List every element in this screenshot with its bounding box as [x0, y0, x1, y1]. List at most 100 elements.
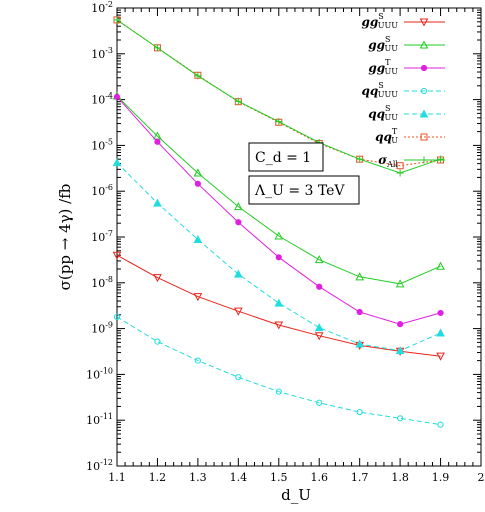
data-point: [274, 231, 284, 240]
data-point: [355, 272, 365, 281]
legend-marker: [420, 64, 428, 72]
data-point: [112, 158, 122, 167]
series-qq-s-uuu: [113, 313, 444, 428]
data-point: [314, 323, 324, 332]
data-point: [355, 339, 365, 348]
y-tick-label: 10-3: [91, 46, 113, 61]
x-axis-title: d_U: [281, 486, 311, 504]
annotation-box-2: Λ_U = 3 TeV: [248, 175, 360, 205]
legend-label: qqS UUU: [362, 81, 399, 99]
data-point: [316, 283, 323, 290]
data-point: [153, 44, 161, 52]
legend-label: ggS UUU: [362, 12, 399, 30]
data-point: [437, 421, 444, 428]
data-point: [396, 169, 404, 177]
x-tick-label: 1.9: [432, 471, 450, 484]
data-point: [395, 279, 405, 288]
data-point: [193, 234, 203, 244]
legend-entry-qq-s-uuu: qqS UUU: [362, 81, 445, 99]
data-point: [194, 180, 201, 187]
data-point: [233, 269, 243, 278]
y-tick-label: 10-10: [86, 366, 113, 381]
data-point: [153, 274, 162, 283]
data-point: [436, 261, 445, 270]
data-point: [193, 293, 203, 302]
series-sigma-all: [113, 16, 445, 177]
data-point: [436, 328, 445, 337]
plot-frame: [116, 7, 482, 467]
data-point: [437, 309, 444, 317]
data-point: [113, 16, 121, 24]
series-qq-s-uu: [112, 158, 445, 355]
y-tick-label: 10-4: [91, 92, 113, 107]
data-point: [314, 332, 324, 341]
data-point: [437, 155, 445, 163]
series-line: [116, 162, 441, 352]
data-point: [274, 321, 284, 330]
x-tick-label: 1.1: [108, 471, 126, 484]
legend-entry-gg-s-uu: ggS UU: [368, 35, 445, 53]
axis-ticks: [116, 7, 482, 467]
data-point: [233, 307, 243, 316]
data-point: [397, 415, 404, 422]
y-axis-title: σ(pp → 4γ) /fb: [56, 184, 74, 291]
x-tick-label: 1.8: [391, 471, 409, 484]
annotations: C_d = 1 Λ_U = 3 TeV: [248, 142, 360, 205]
data-point: [275, 254, 282, 261]
x-tick-labels: 1.1 1.2 1.3 1.4 1.5 1.6 1.7 1.8 1.9 2: [108, 471, 484, 484]
data-point: [235, 219, 242, 226]
data-point: [395, 346, 405, 355]
annotation-frame: [248, 175, 360, 205]
legend-marker: [420, 87, 428, 95]
data-point: [356, 409, 363, 416]
data-point: [396, 162, 404, 170]
x-tick-label: 1.6: [310, 471, 328, 484]
series-line: [116, 316, 441, 426]
data-point: [316, 399, 323, 406]
legend-entry-sigma-all: σAll: [378, 153, 445, 169]
legend-label: qqT U: [375, 127, 398, 145]
data-point: [356, 155, 364, 163]
series-group: [112, 16, 445, 428]
data-point: [194, 72, 202, 80]
legend-entry-gg-t-uu: ggT UU: [368, 58, 445, 76]
legend-entry-gg-s-uuu: ggS UUU: [362, 12, 445, 30]
legend-marker: [419, 109, 429, 118]
x-tick-label: 2: [478, 471, 485, 484]
data-point: [194, 357, 201, 364]
data-point: [275, 118, 283, 126]
data-point: [233, 202, 243, 211]
legend-entry-qq-t-u: qqT U: [375, 127, 445, 145]
series-line: [116, 95, 441, 285]
y-tick-labels: 10-12 10-11 10-10 10-9 10-8 10-7 10-6 10-5 10-4 1…: [86, 0, 113, 473]
annotation-box-1: C_d = 1: [248, 142, 324, 172]
annotation-text: C_d = 1: [255, 150, 311, 166]
data-point: [113, 313, 121, 321]
legend-entry-qq-s-uu: qqS UU: [368, 104, 445, 122]
x-tick-label: 1.2: [149, 471, 167, 484]
legend-label: ggT UU: [368, 58, 398, 76]
data-point: [112, 251, 122, 260]
data-point: [154, 138, 161, 145]
legend-label: ggS UU: [368, 35, 398, 53]
data-point: [153, 198, 162, 207]
data-point: [235, 374, 242, 381]
y-tick-label: 10-2: [91, 0, 113, 15]
y-tick-label: 10-6: [91, 183, 113, 198]
legend-marker: [419, 18, 429, 27]
data-point: [234, 97, 242, 105]
data-point: [154, 338, 161, 345]
series-line: [116, 254, 441, 357]
legend-label: σAll: [378, 153, 398, 169]
y-tick-label: 10-12: [86, 458, 113, 473]
legend: ggS UUU ggS UU ggT UU qqS UUU qqS UU qqT U σAll: [362, 12, 445, 169]
y-tick-label: 10-8: [91, 275, 113, 290]
data-point: [274, 298, 284, 307]
y-tick-label: 10-5: [91, 137, 113, 152]
data-point: [397, 321, 404, 328]
legend-label: qqS UU: [368, 104, 398, 122]
data-point: [193, 168, 203, 177]
data-point: [356, 308, 363, 316]
legend-marker: [420, 133, 428, 141]
